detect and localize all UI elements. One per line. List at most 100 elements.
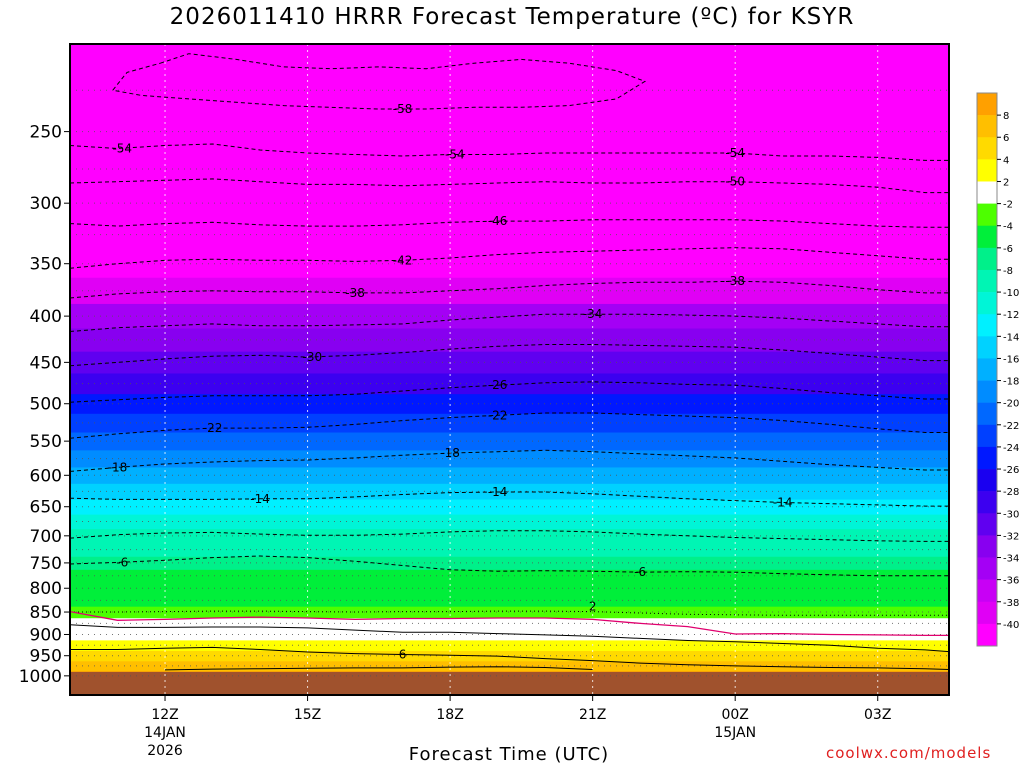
- isotherm-contour: [70, 530, 949, 542]
- colorbar-label: -22: [1003, 421, 1019, 432]
- temperature-band: [70, 514, 949, 530]
- contour-label: -38: [725, 274, 745, 288]
- colorbar-label: -24: [1003, 443, 1019, 454]
- colorbar: 8 6 4 2 -2 -4 -6 -8 -10 -12 -14 -16 -18 -20 -22 -24 -26 -…: [976, 92, 1019, 647]
- contour-label: -18: [108, 460, 128, 474]
- colorbar-swatch: [977, 623, 997, 647]
- isotherm-contour: [70, 555, 949, 577]
- y-tick-label: 250: [30, 123, 62, 143]
- contour-label: -6: [116, 555, 128, 569]
- isotherm-contour: [70, 178, 949, 194]
- temperature-band: [70, 594, 949, 607]
- contour-label: -54: [445, 147, 465, 161]
- contour-label: -14: [250, 492, 270, 506]
- contour-label: -14: [488, 485, 508, 499]
- temperature-band: [70, 218, 949, 250]
- colorbar-label: -10: [1003, 288, 1019, 299]
- x-tick-label: 15JAN: [714, 725, 756, 741]
- isotherm-contour: [70, 412, 949, 439]
- temperature-band: [70, 449, 949, 468]
- colorbar-swatch: [977, 247, 997, 271]
- x-tick-label: 12Z: [151, 707, 178, 723]
- contour-label: -38: [345, 286, 365, 300]
- colorbar-label: -40: [1003, 620, 1019, 631]
- colorbar-swatch: [977, 380, 997, 403]
- colorbar-swatch: [977, 314, 997, 337]
- contour-label: -26: [488, 378, 508, 392]
- colorbar-swatch: [977, 535, 997, 558]
- contour-label-layer: -58 -54 -54 -54 -50 -46 -42 -38 -38 -34 -30 -26 -22 -…: [108, 102, 793, 661]
- colorbar-label: -38: [1003, 598, 1019, 609]
- contour-label: -54: [112, 142, 132, 156]
- isotherm-contour: [70, 491, 949, 507]
- temperature-band: [70, 303, 949, 329]
- colorbar-swatch: [977, 225, 997, 249]
- temperature-band: [70, 660, 949, 672]
- contour-label: 2: [589, 599, 597, 613]
- y-tick-label: 1000: [19, 667, 62, 687]
- temperature-band: [70, 186, 949, 220]
- colorbar-frame: [976, 92, 998, 647]
- contour-label: -22: [488, 408, 508, 422]
- y-tick-label: 600: [30, 466, 62, 486]
- colorbar-swatch: [977, 203, 997, 227]
- temperature-band: [70, 277, 949, 304]
- colorbar-label: -26: [1003, 465, 1019, 476]
- colorbar-swatch: [977, 491, 997, 514]
- colorbar-swatch: [977, 292, 997, 315]
- colorbar-swatch: [977, 579, 997, 603]
- colorbar-label: -6: [1003, 244, 1013, 255]
- colorbar-swatch: [977, 269, 997, 293]
- temperature-band: [70, 328, 949, 352]
- temperature-band: [70, 556, 949, 570]
- y-tick-label: 850: [30, 603, 62, 623]
- colorbar-swatch: [977, 601, 997, 625]
- colorbar-label: -2: [1003, 200, 1013, 211]
- isotherm-contour: [70, 610, 949, 637]
- contour-label: -46: [488, 214, 508, 228]
- contour-label: -22: [203, 421, 223, 435]
- colorbar-swatch: [977, 446, 997, 470]
- contour-label: -54: [725, 146, 745, 160]
- temperature-band: [70, 351, 949, 374]
- temperature-band: [70, 569, 949, 583]
- isotherm-contour: [70, 344, 949, 367]
- colorbar-swatch: [977, 557, 997, 580]
- isotherm-contour: [70, 449, 949, 472]
- temperature-band: [70, 483, 949, 500]
- colorbar-swatch: [977, 469, 997, 492]
- contour-label: -34: [583, 307, 603, 321]
- isotherm-contour: [70, 646, 949, 670]
- colorbar-label: 6: [1003, 133, 1009, 144]
- temperature-band: [70, 67, 949, 112]
- chart-title: 2026011410 HRRR Forecast Temperature (ºC…: [169, 4, 855, 30]
- colorbar-label: -14: [1003, 332, 1019, 343]
- colorbar-swatch: [977, 159, 997, 182]
- temperature-band: [70, 110, 949, 151]
- y-tick-label: 400: [30, 307, 62, 327]
- isotherm-contour: [70, 143, 949, 161]
- temperature-band: [70, 582, 949, 595]
- credit-link[interactable]: coolwx.com/models: [826, 744, 992, 762]
- contour-label: -14: [773, 495, 793, 509]
- colorbar-swatch: [977, 137, 997, 160]
- contour-layer: [70, 53, 949, 671]
- colorbar-label: -4: [1003, 222, 1013, 233]
- isotherm-contour: [111, 53, 647, 110]
- y-tick-label: 950: [30, 647, 62, 667]
- temperature-band: [70, 372, 949, 395]
- temperature-band: [70, 150, 949, 187]
- colorbar-label: -28: [1003, 487, 1019, 498]
- contour-label: -58: [393, 102, 413, 116]
- temperature-fill-layer: [70, 44, 949, 695]
- isotherm-contour: [70, 381, 949, 403]
- colorbar-label: -8: [1003, 266, 1013, 277]
- colorbar-label: 4: [1003, 155, 1009, 166]
- temperature-band: [70, 650, 949, 662]
- colorbar-swatch: [977, 358, 997, 381]
- temperature-band: [70, 617, 949, 630]
- x-axis-title: Forecast Time (UTC): [408, 744, 610, 765]
- colorbar-swatch: [977, 181, 997, 204]
- isotherm-contour: [70, 624, 949, 653]
